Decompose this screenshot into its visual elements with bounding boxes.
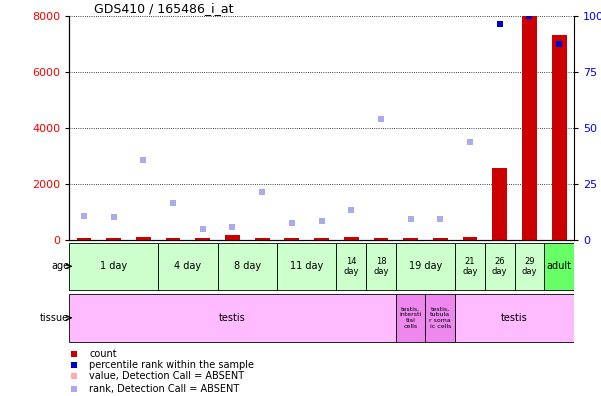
Bar (463, 237, 477, 240)
Bar (433, 238, 448, 240)
Bar (225, 235, 240, 240)
Bar (284, 238, 299, 240)
Bar (166, 238, 180, 240)
Bar (373, 238, 388, 240)
Text: testis,
intersti
tial
cells: testis, intersti tial cells (400, 307, 422, 329)
Bar (195, 238, 210, 240)
Text: tissue: tissue (40, 313, 69, 323)
Text: testis,
tubula
r soma
ic cells: testis, tubula r soma ic cells (430, 307, 451, 329)
Text: 8 day: 8 day (234, 261, 261, 271)
Bar (69, 242, 158, 290)
Text: 18
day: 18 day (373, 257, 389, 276)
Bar (344, 237, 359, 240)
Bar (255, 238, 270, 240)
Bar (426, 294, 455, 341)
Text: value, Detection Call = ABSENT: value, Detection Call = ABSENT (90, 371, 245, 381)
Text: 19 day: 19 day (409, 261, 442, 271)
Text: testis: testis (219, 313, 246, 323)
Bar (396, 294, 426, 341)
Bar (366, 242, 396, 290)
Bar (545, 242, 574, 290)
Bar (552, 35, 567, 240)
Bar (314, 238, 329, 240)
Bar (396, 242, 455, 290)
Bar (76, 238, 91, 240)
Text: adult: adult (546, 261, 572, 271)
Text: 11 day: 11 day (290, 261, 323, 271)
Bar (158, 242, 218, 290)
Bar (403, 238, 418, 240)
Bar (455, 242, 485, 290)
Text: 1 day: 1 day (100, 261, 127, 271)
Text: age: age (51, 261, 69, 271)
Bar (136, 237, 151, 240)
Bar (492, 168, 507, 240)
Bar (277, 242, 337, 290)
Text: 14
day: 14 day (344, 257, 359, 276)
Text: rank, Detection Call = ABSENT: rank, Detection Call = ABSENT (90, 384, 240, 394)
Text: 21
day: 21 day (462, 257, 478, 276)
Bar (337, 242, 366, 290)
Bar (522, 16, 537, 240)
Bar (485, 242, 514, 290)
Text: GDS410 / 165486_i_at: GDS410 / 165486_i_at (94, 2, 234, 15)
Text: 26
day: 26 day (492, 257, 507, 276)
Bar (69, 294, 396, 341)
Text: 4 day: 4 day (174, 261, 201, 271)
Text: 29
day: 29 day (522, 257, 537, 276)
Text: percentile rank within the sample: percentile rank within the sample (90, 360, 254, 370)
Bar (455, 294, 574, 341)
Bar (106, 238, 121, 240)
Text: count: count (90, 349, 117, 359)
Bar (514, 242, 545, 290)
Text: testis: testis (501, 313, 528, 323)
Bar (218, 242, 277, 290)
